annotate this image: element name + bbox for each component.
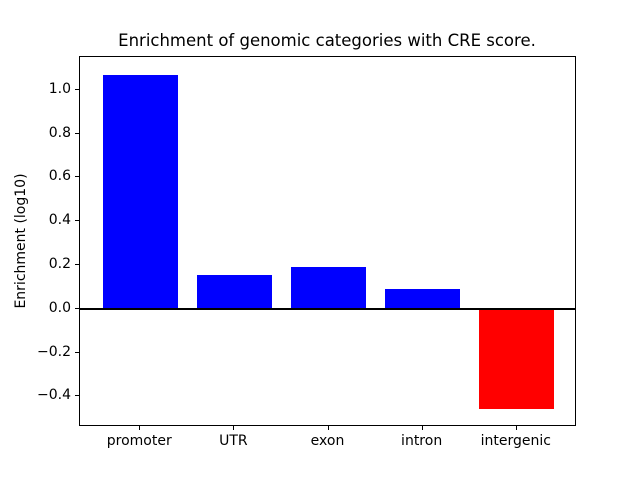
zero-baseline-line	[80, 307, 575, 311]
x-tick-mark	[327, 426, 329, 430]
y-tick-mark	[75, 132, 79, 134]
x-tick-label-promoter: promoter	[106, 433, 172, 449]
x-tick-label-intergenic: intergenic	[480, 433, 551, 449]
chart-title: Enrichment of genomic categories with CR…	[118, 31, 536, 50]
bar-intron	[384, 289, 461, 309]
bar-UTR	[196, 274, 273, 309]
y-tick-label: 0.6	[48, 168, 71, 185]
plot-area	[79, 56, 576, 426]
x-tick-label-intron: intron	[401, 433, 443, 449]
x-tick-mark	[233, 426, 235, 430]
x-tick-label-UTR: UTR	[219, 433, 248, 449]
x-tick-mark	[421, 426, 423, 430]
y-axis-label: Enrichment (log10)	[13, 173, 29, 309]
y-tick-mark	[75, 307, 79, 309]
y-tick-label: −0.4	[37, 387, 71, 404]
y-tick-mark	[75, 220, 79, 222]
y-tick-label: 0.0	[48, 299, 71, 316]
y-tick-label: −0.2	[37, 343, 71, 360]
y-tick-mark	[75, 395, 79, 397]
y-tick-label: 1.0	[48, 80, 71, 97]
bar-exon	[290, 267, 367, 309]
x-tick-mark	[515, 426, 517, 430]
bar-intergenic	[479, 308, 555, 410]
bar-promoter	[102, 74, 178, 309]
y-tick-label: 0.4	[48, 212, 71, 229]
x-tick-mark	[139, 426, 141, 430]
y-tick-mark	[75, 263, 79, 265]
y-tick-label: 0.2	[48, 255, 71, 272]
y-tick-mark	[75, 88, 79, 90]
y-tick-mark	[75, 351, 79, 353]
x-tick-label-exon: exon	[310, 433, 345, 449]
y-tick-mark	[75, 176, 79, 178]
y-tick-label: 0.8	[48, 124, 71, 141]
